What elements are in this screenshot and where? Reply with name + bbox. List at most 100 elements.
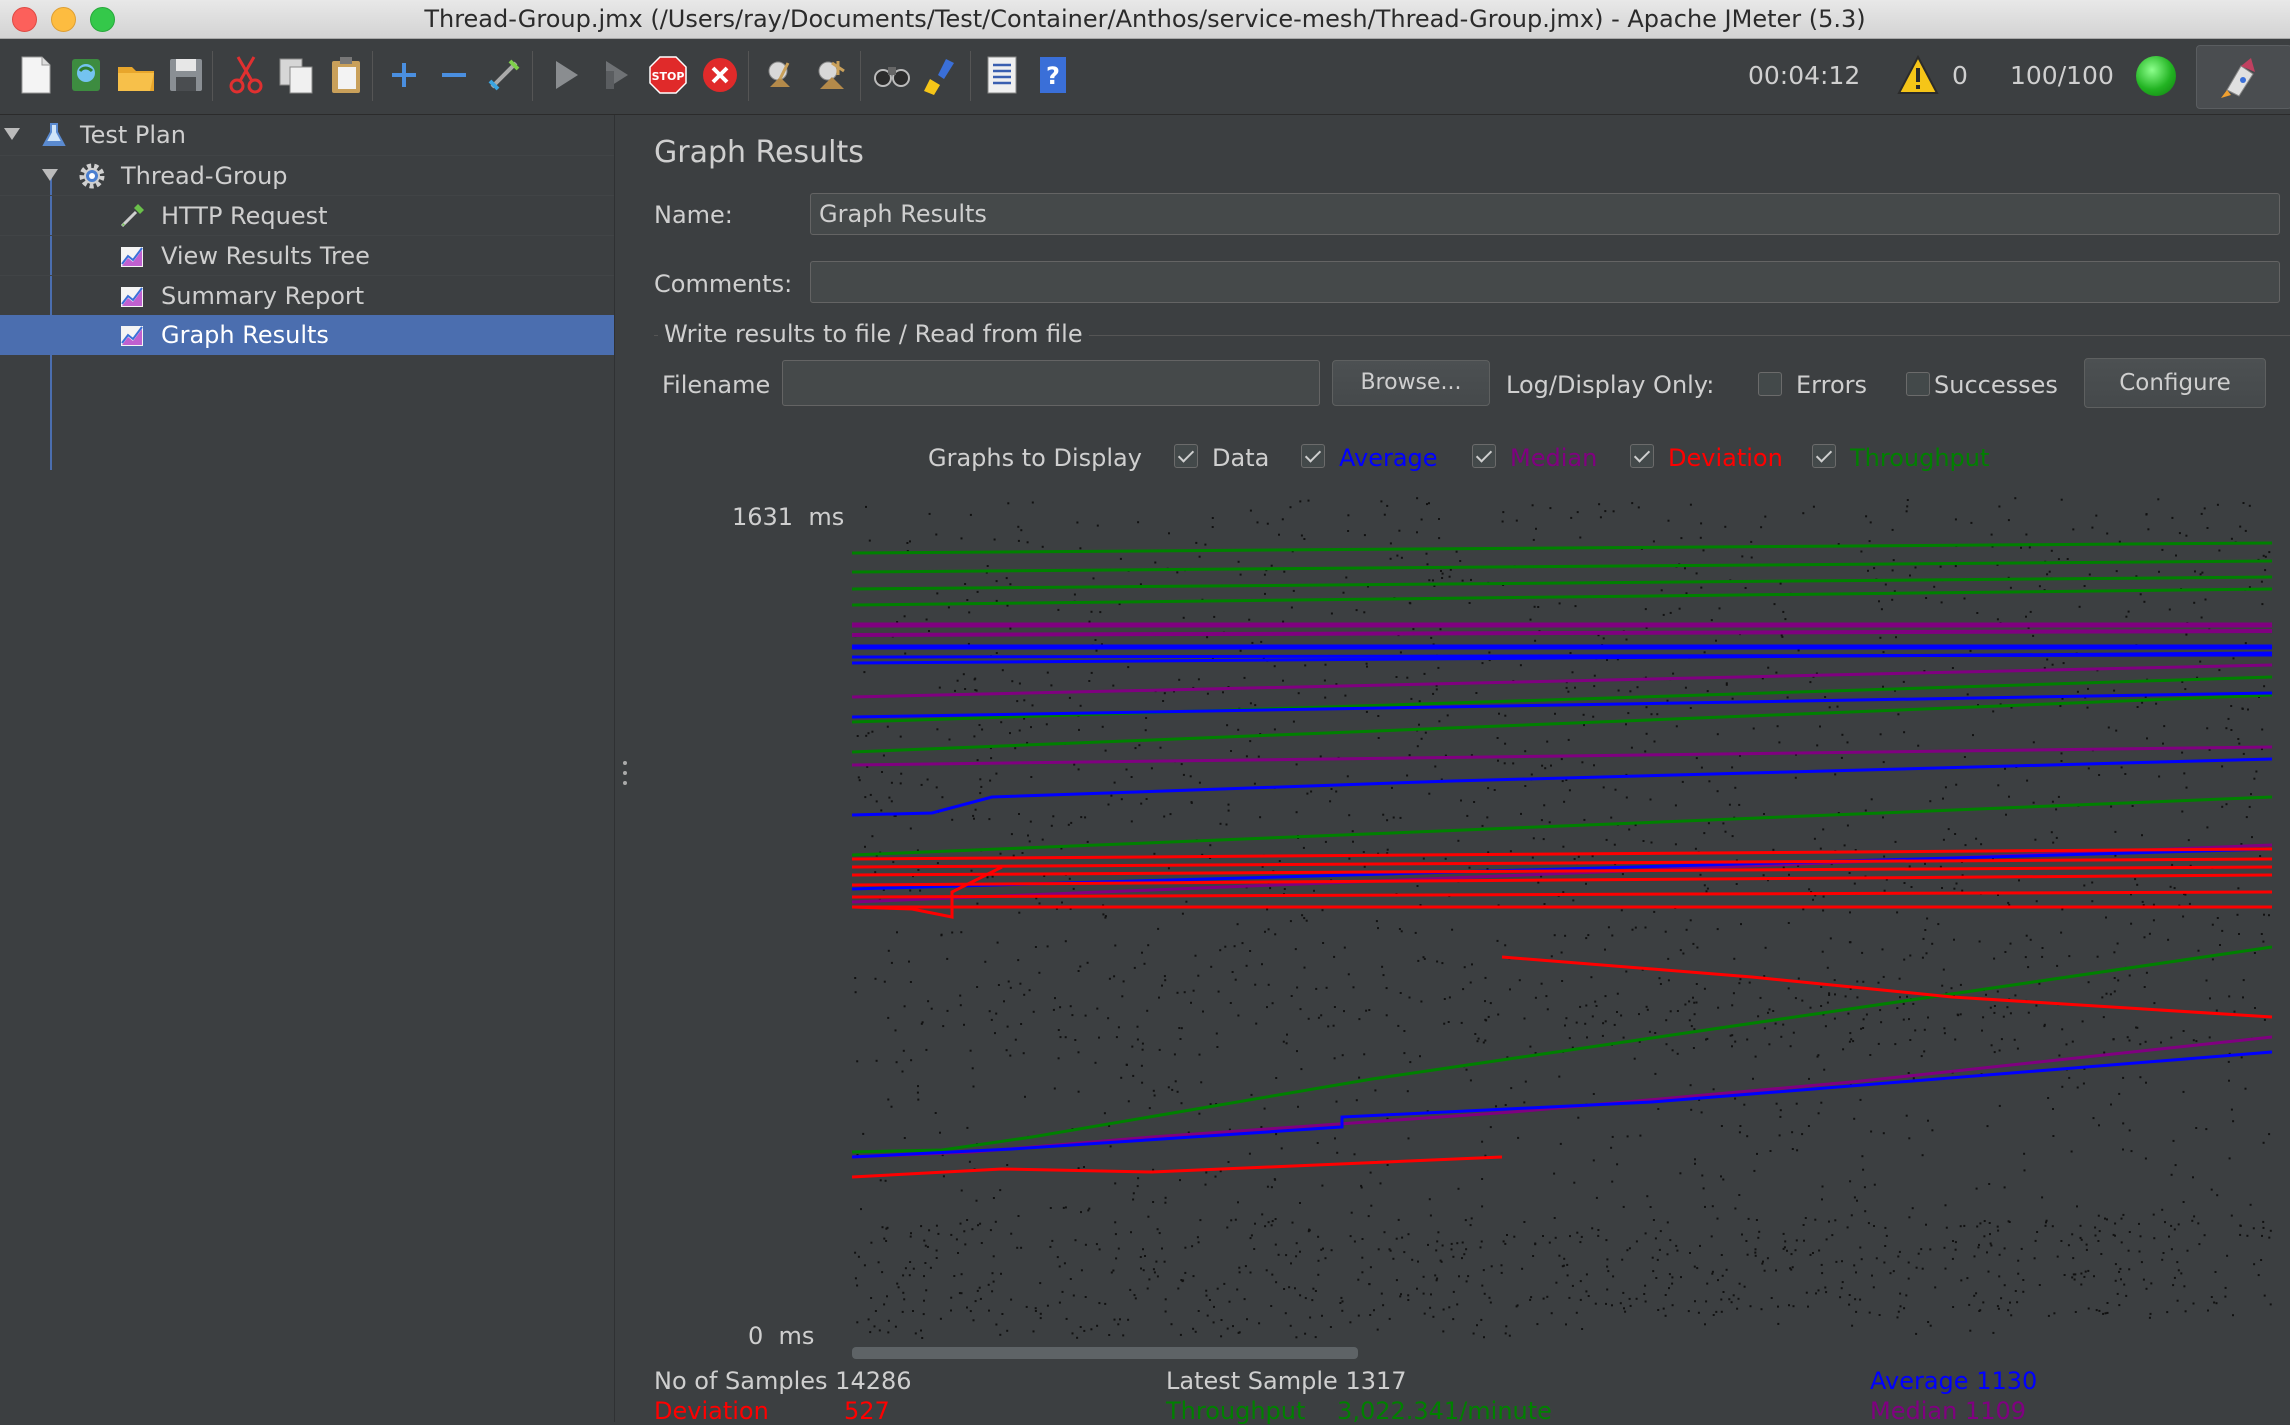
zoom-window-button[interactable] — [90, 7, 115, 32]
data-point — [1620, 1014, 1623, 1017]
data-point — [854, 1251, 857, 1254]
split-pane-divider[interactable] — [614, 115, 635, 1422]
copy-icon[interactable] — [274, 53, 318, 97]
warning-icon[interactable] — [1897, 55, 1939, 95]
data-point — [895, 1061, 898, 1064]
help-icon[interactable]: ? — [1032, 53, 1076, 97]
data-point — [1762, 874, 1765, 877]
name-field[interactable]: Graph Results — [810, 193, 2280, 235]
templates-icon[interactable] — [64, 53, 108, 97]
data-point — [1322, 942, 1325, 944]
toggle-icon[interactable] — [482, 53, 526, 97]
average-checkbox[interactable] — [1301, 444, 1325, 468]
data-point — [1865, 515, 1868, 518]
collapse-icon[interactable] — [432, 53, 476, 97]
data-point — [2007, 901, 2010, 904]
expand-icon[interactable] — [382, 53, 426, 97]
data-point — [1009, 627, 1012, 630]
paste-icon[interactable] — [324, 53, 368, 97]
graph-scrollbar-thumb[interactable] — [852, 1347, 1358, 1359]
clear-icon[interactable] — [758, 53, 802, 97]
data-point — [1439, 628, 1442, 631]
data-point — [1628, 1247, 1631, 1250]
open-icon[interactable] — [114, 53, 158, 97]
data-point — [1215, 1032, 1218, 1035]
data-point — [1299, 1294, 1302, 1297]
tree-item-view-results-tree[interactable]: View Results Tree — [0, 235, 614, 276]
data-point — [2076, 1205, 2078, 1208]
data-point — [1532, 837, 1535, 840]
stop-icon[interactable]: STOP — [646, 53, 690, 97]
throughput-value: 3,022.341/minute — [1337, 1397, 1552, 1425]
expand-arrow-icon[interactable] — [4, 128, 20, 140]
data-point — [1700, 522, 1703, 525]
data-point — [2094, 1234, 2097, 1237]
data-point — [1127, 1100, 1130, 1103]
data-point — [1535, 527, 1537, 530]
minimize-window-button[interactable] — [51, 7, 76, 32]
data-point — [884, 1179, 887, 1182]
save-icon[interactable] — [164, 53, 208, 97]
cut-icon[interactable] — [224, 53, 268, 97]
data-point — [1506, 1056, 1509, 1059]
data-point — [1141, 1042, 1144, 1045]
new-icon[interactable] — [14, 53, 58, 97]
data-point — [1716, 790, 1719, 793]
data-point — [948, 738, 951, 741]
data-point — [2062, 662, 2065, 665]
data-point — [1210, 965, 1213, 968]
successes-checkbox[interactable] — [1906, 372, 1930, 396]
data-point — [2095, 514, 2098, 517]
data-point — [1386, 1164, 1389, 1166]
shutdown-icon[interactable] — [698, 53, 742, 97]
data-point — [1977, 1246, 1980, 1249]
throughput-checkbox[interactable] — [1812, 444, 1836, 468]
errors-checkbox[interactable] — [1758, 372, 1782, 396]
data-point — [1296, 986, 1299, 989]
tree-item-graph-results[interactable]: Graph Results — [0, 315, 614, 355]
function-helper-icon[interactable] — [980, 53, 1024, 97]
data-point — [1631, 928, 1634, 931]
configure-button[interactable]: Configure — [2084, 358, 2266, 408]
filename-field[interactable] — [782, 360, 1320, 406]
data-point — [1236, 1288, 1239, 1291]
warning-count: 0 — [1952, 61, 1968, 90]
tree-item-http-request[interactable]: HTTP Request — [0, 195, 614, 236]
median-checkbox[interactable] — [1472, 444, 1496, 468]
data-point — [1707, 822, 1710, 825]
data-point — [1700, 1111, 1703, 1114]
data-point — [1576, 511, 1579, 514]
search-icon[interactable] — [870, 53, 914, 97]
start-no-pauses-icon[interactable] — [594, 53, 638, 97]
data-point — [1426, 1110, 1429, 1113]
data-point — [2184, 1310, 2187, 1313]
reset-search-icon[interactable] — [920, 53, 964, 97]
remote-engines-button[interactable] — [2196, 45, 2290, 109]
data-point — [1283, 570, 1286, 573]
close-window-button[interactable] — [12, 7, 37, 32]
start-icon[interactable] — [544, 53, 588, 97]
tree-item-summary-report[interactable]: Summary Report — [0, 275, 614, 316]
expand-arrow-icon[interactable] — [42, 169, 58, 181]
data-point — [1325, 986, 1328, 989]
data-point — [1267, 1221, 1270, 1224]
deviation-checkbox[interactable] — [1630, 444, 1654, 468]
data-point — [1369, 1171, 1372, 1174]
data-point — [880, 809, 883, 812]
data-point — [902, 1049, 905, 1052]
data-point — [1006, 1025, 1009, 1028]
data-checkbox[interactable] — [1174, 444, 1198, 468]
data-point — [2164, 1221, 2166, 1224]
data-point — [1398, 529, 1401, 532]
tree-item-thread-group[interactable]: Thread-Group — [0, 155, 614, 196]
data-point — [1080, 816, 1083, 819]
clear-all-icon[interactable] — [810, 53, 854, 97]
comments-field[interactable] — [810, 261, 2280, 303]
browse-button[interactable]: Browse... — [1332, 360, 1490, 406]
data-point — [2060, 1240, 2063, 1242]
data-point — [2252, 1227, 2255, 1230]
tree-item-test-plan[interactable]: Test Plan — [0, 115, 614, 155]
data-point — [1565, 779, 1568, 781]
data-point — [1996, 618, 1999, 621]
data-point — [1689, 919, 1692, 922]
